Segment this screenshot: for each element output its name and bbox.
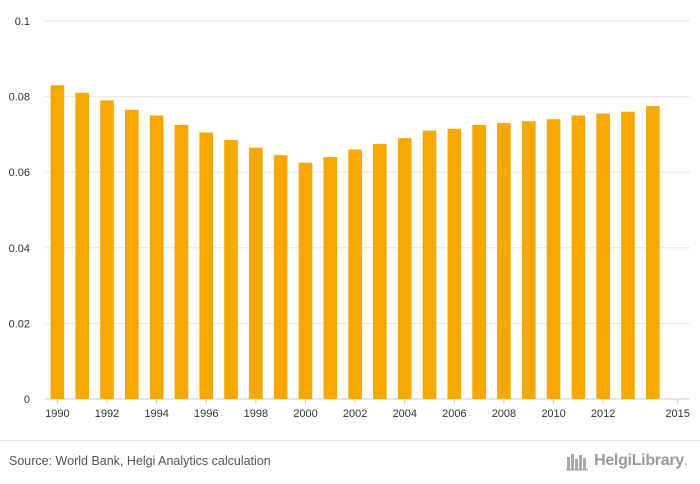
x-tick-label: 2000 <box>293 408 317 420</box>
y-tick-label: 0.02 <box>9 318 30 330</box>
bar-1991[interactable] <box>75 92 90 399</box>
bars <box>50 85 660 400</box>
bar-2005[interactable] <box>422 130 437 399</box>
bar-1995[interactable] <box>174 124 189 399</box>
bar-2003[interactable] <box>373 143 387 399</box>
bar-2001[interactable] <box>323 157 338 399</box>
source-note: Source: World Bank, Helgi Analytics calc… <box>9 454 271 468</box>
bar-1999[interactable] <box>273 155 288 399</box>
x-tick-label: 2006 <box>442 408 466 420</box>
x-tick-label: 2008 <box>492 408 516 420</box>
bar-1992[interactable] <box>100 100 114 399</box>
x-tick-label: 1996 <box>194 408 218 420</box>
x-tick-label: 2010 <box>541 408 565 420</box>
x-tick-label: 2002 <box>343 408 367 420</box>
bar-2014[interactable] <box>645 106 660 400</box>
y-tick-label: 0.08 <box>9 92 30 104</box>
y-axis-ticks: 0 0.02 0.04 0.06 0.08 0.1 <box>9 16 30 406</box>
bar-2006[interactable] <box>447 128 462 400</box>
brand-suffix: . <box>683 452 688 469</box>
y-tick-label: 0.04 <box>9 243 30 255</box>
bar-2007[interactable] <box>472 124 486 399</box>
grid-lines <box>45 20 690 400</box>
brand-name: HelgiLibrary <box>594 452 684 469</box>
y-tick-label: 0.06 <box>9 167 30 179</box>
bar-2004[interactable] <box>397 138 412 399</box>
chart-footer: Source: World Bank, Helgi Analytics calc… <box>0 440 700 484</box>
x-tick-label: 2004 <box>392 408 416 420</box>
bar-1998[interactable] <box>249 147 263 399</box>
x-tick-label: 1998 <box>244 408 268 420</box>
x-tick-label: 2012 <box>591 408 615 420</box>
x-tick-label: 1990 <box>45 408 69 420</box>
bar-1994[interactable] <box>149 115 164 400</box>
bar-1993[interactable] <box>125 109 139 399</box>
bar-2002[interactable] <box>348 149 362 399</box>
bar-1990[interactable] <box>50 85 65 399</box>
x-tick-label: 1994 <box>144 408 168 420</box>
y-tick-label: 0.1 <box>15 16 30 28</box>
bar-chart: 00.020.040.060.080.1 1990 1992 1994 1996 199… <box>9 16 690 420</box>
bar-2010[interactable] <box>546 119 561 399</box>
bar-2000[interactable] <box>298 162 313 399</box>
bar-2011[interactable] <box>571 115 586 400</box>
helgi-library-logo[interactable]: HelgiLibrary. <box>566 449 688 473</box>
bar-2013[interactable] <box>621 111 635 399</box>
bar-1997[interactable] <box>224 140 238 399</box>
bar-1996[interactable] <box>199 132 214 399</box>
x-tick-label: 1992 <box>95 408 119 420</box>
y-tick-label: 0 <box>24 394 30 406</box>
x-axis-ticks: 1990 1992 1994 1996 1998 2000 2002 2004 2006 2008… <box>45 399 690 420</box>
x-tick-label: 2015 <box>665 408 689 420</box>
bar-2008[interactable] <box>497 123 511 399</box>
bookshelf-icon <box>566 454 589 471</box>
bar-2012[interactable] <box>596 113 610 400</box>
bar-2009[interactable] <box>521 121 536 400</box>
